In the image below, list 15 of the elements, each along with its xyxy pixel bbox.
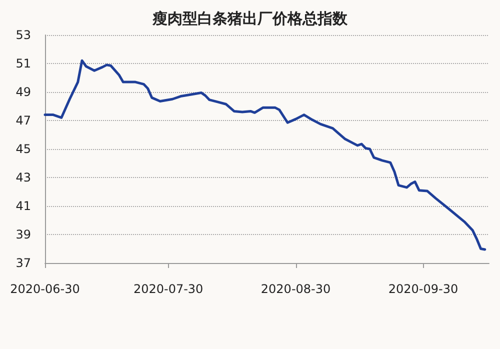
x-tick-label: 2020-06-30 [10,282,80,296]
x-tick-label: 2020-09-30 [388,282,458,296]
x-tick-label: 2020-07-30 [133,282,204,296]
y-tick-label: 43 [16,170,31,184]
y-tick-label: 39 [16,228,31,242]
y-tick-label: 47 [16,114,31,128]
y-tick-label: 51 [16,56,31,70]
y-tick-label: 49 [16,85,31,99]
y-tick-label: 37 [16,256,31,270]
y-tick-label: 53 [16,28,31,42]
y-tick-label: 45 [16,142,31,156]
chart-title: 瘦肉型白条猪出厂价格总指数 [152,10,348,28]
y-tick-label: 41 [16,199,31,213]
x-tick-label: 2020-08-30 [260,282,331,296]
line-series [44,59,486,251]
